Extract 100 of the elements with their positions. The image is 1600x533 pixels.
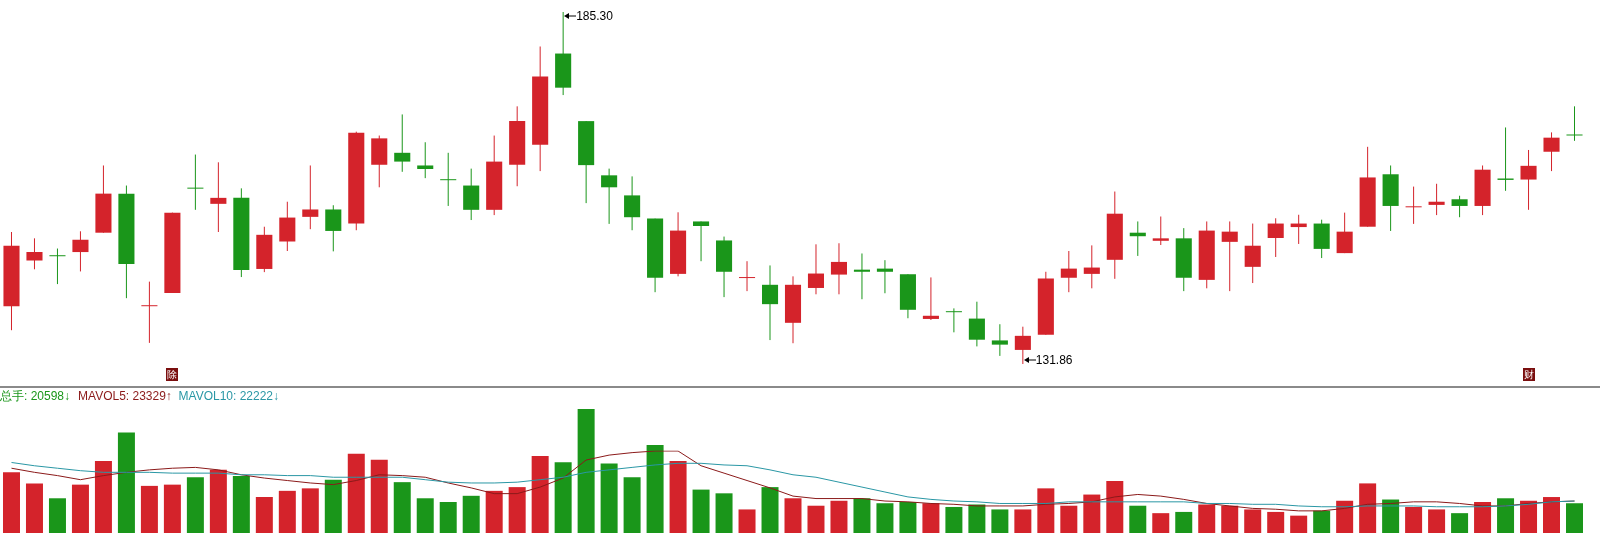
bar	[991, 509, 1009, 533]
bar	[462, 495, 480, 533]
text: 除	[166, 368, 179, 381]
candlestick	[1428, 183, 1445, 216]
bar	[1037, 488, 1055, 533]
candlestick	[210, 161, 227, 233]
bar	[715, 493, 733, 533]
candlestick	[49, 248, 66, 285]
candlestick	[945, 307, 962, 333]
bar	[1014, 509, 1032, 533]
bar	[1359, 483, 1377, 533]
candlestick	[26, 237, 43, 270]
bar	[255, 497, 273, 533]
bar	[738, 509, 756, 533]
bar	[439, 502, 457, 533]
bar	[1566, 503, 1584, 533]
candlestick	[141, 281, 158, 344]
bar	[600, 463, 618, 533]
bar	[1129, 505, 1147, 533]
bar	[301, 488, 319, 533]
bar	[1106, 480, 1124, 533]
bar	[531, 456, 549, 533]
candlestick	[1405, 186, 1422, 225]
bar	[71, 484, 89, 533]
candlestick	[807, 243, 825, 295]
bar	[347, 453, 365, 533]
bar	[48, 498, 66, 533]
bar	[1175, 511, 1193, 533]
candlestick	[187, 154, 204, 211]
bar	[922, 503, 940, 533]
candlestick	[601, 168, 618, 225]
bar	[876, 503, 894, 533]
bar	[1428, 509, 1446, 533]
bar	[945, 506, 963, 533]
text: 总手: 20598↓	[0, 389, 71, 403]
bar	[94, 461, 112, 533]
text: MAVOL5: 23329↑	[78, 389, 172, 403]
bar	[2, 472, 20, 533]
bar	[508, 487, 526, 533]
bar	[1060, 505, 1078, 533]
candlestick	[991, 323, 1008, 357]
bar	[324, 479, 342, 533]
bar	[1543, 497, 1561, 533]
bar	[1336, 500, 1354, 533]
bar	[554, 462, 572, 533]
bar	[899, 502, 917, 533]
candlestick	[1451, 195, 1468, 218]
candlestick	[1497, 126, 1514, 192]
bar	[163, 484, 181, 533]
bar	[761, 487, 779, 533]
text: MAVOL10: 22222↓	[178, 389, 280, 403]
bar	[416, 498, 434, 533]
bar	[1198, 504, 1216, 533]
bar	[209, 469, 227, 533]
candlestick	[1244, 223, 1261, 284]
bar	[577, 409, 595, 533]
bar	[692, 489, 710, 533]
bar	[623, 477, 641, 533]
bar	[853, 498, 871, 533]
candlestick	[876, 259, 893, 294]
candlestick	[1152, 216, 1169, 246]
bar	[232, 475, 250, 533]
candlestick	[1083, 244, 1100, 289]
candlestick	[693, 220, 710, 262]
candlestick	[1336, 212, 1353, 254]
candlestick	[1520, 149, 1537, 211]
bar	[807, 505, 825, 533]
candlestick	[922, 276, 939, 321]
candlestick	[761, 264, 779, 341]
bar	[186, 477, 204, 533]
bar	[278, 490, 296, 533]
candlestick	[417, 141, 434, 179]
bar	[830, 500, 848, 533]
candlestick	[1221, 220, 1238, 292]
annotation: 131.86	[1035, 353, 1073, 367]
candlestick	[72, 230, 89, 272]
bar	[1474, 502, 1492, 533]
candlestick	[1267, 217, 1284, 258]
annotation: 185.30	[576, 9, 613, 23]
bar	[25, 483, 43, 533]
text: 财	[1522, 368, 1535, 381]
bar	[1290, 515, 1308, 533]
bar	[1520, 500, 1538, 533]
bar	[968, 504, 986, 533]
candlestick	[624, 175, 641, 231]
bar	[1405, 506, 1423, 533]
candlestick	[279, 201, 296, 252]
bar	[1083, 494, 1101, 533]
bar	[393, 482, 411, 533]
bar	[669, 461, 687, 533]
candlestick	[1566, 105, 1583, 142]
bar	[1497, 498, 1515, 533]
bar	[140, 485, 158, 533]
candlestick	[853, 252, 870, 300]
candlestick	[738, 260, 756, 292]
candlestick	[1543, 131, 1560, 172]
candlestick	[440, 152, 457, 207]
bar	[1451, 513, 1469, 533]
candlestick	[302, 164, 319, 230]
bar	[1244, 509, 1262, 533]
